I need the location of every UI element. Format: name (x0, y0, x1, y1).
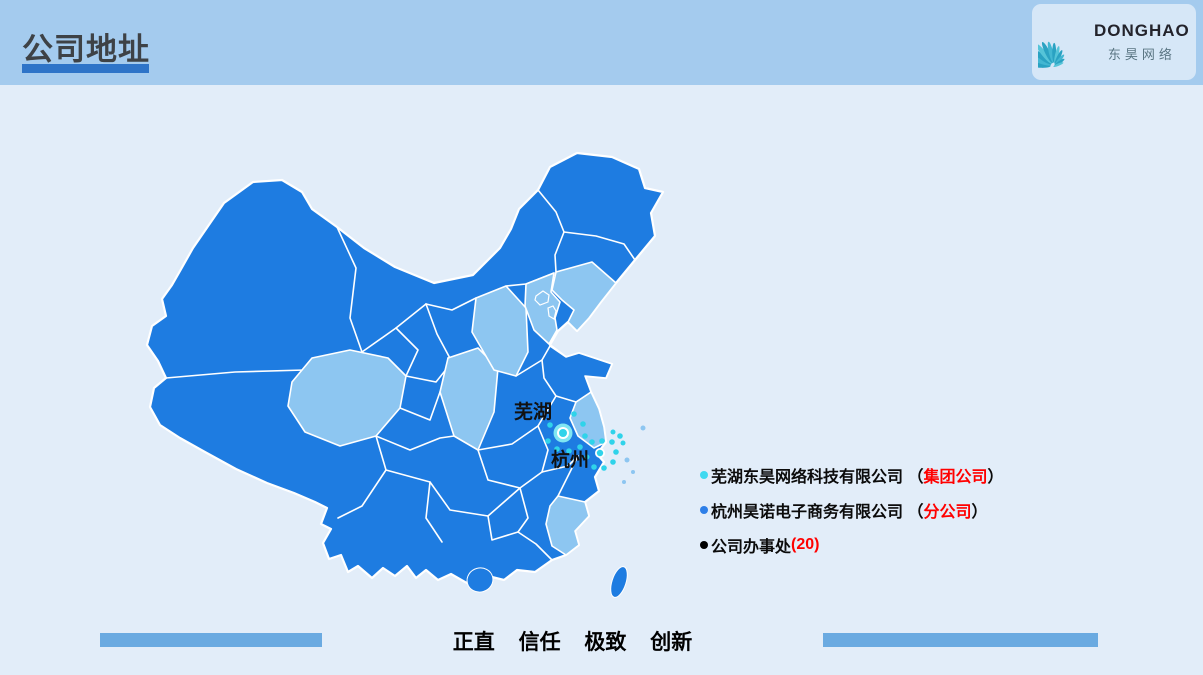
province-hebei (524, 272, 561, 345)
footer-bar-left (100, 633, 322, 647)
feather-fan-icon (1038, 41, 1065, 68)
legend-paren-close: ） (987, 468, 1004, 486)
province-qinghai (287, 349, 407, 447)
province-jiangsu (569, 391, 607, 449)
legend-offices-label: 公司办事处 (711, 538, 792, 556)
legend-item-branch-company: 杭州昊诺电子商务有限公司 （ 分公司 ） (700, 497, 1000, 522)
taiwan-island (610, 566, 628, 598)
logo-card: DONGHAO 东昊网络 (1032, 4, 1196, 80)
city-label-wuhu: 芜湖 (514, 400, 552, 423)
legend-highlight: 集团公司 (923, 468, 988, 486)
legend-company-name: 芜湖东昊网络科技有限公司 (711, 468, 908, 486)
hainan-island (466, 567, 494, 593)
beijing-outline (534, 290, 550, 306)
province-shandong (541, 345, 613, 403)
motto: 正直 信任 极致 创新 (322, 626, 823, 656)
motto-word: 信任 (518, 631, 561, 654)
legend-paren-open: （ (907, 503, 924, 521)
office-dots-hangzhou (584, 429, 626, 471)
title-underline (22, 64, 149, 73)
legend-offices-count: (20) (791, 535, 820, 553)
city-label-hangzhou: 杭州 (551, 448, 589, 471)
province-shanxi (471, 285, 529, 377)
logo-name-en: DONGHAO (1094, 21, 1190, 40)
legend-item-offices: 公司办事处 (20) (700, 532, 1000, 557)
legend: 芜湖东昊网络科技有限公司 （ 集团公司 ） 杭州昊诺电子商务有限公司 （ 分公司… (700, 462, 1004, 567)
motto-word: 极致 (584, 631, 627, 654)
province-fujian (545, 495, 590, 556)
province-liaoning (551, 261, 617, 332)
legend-bullet-black (700, 540, 708, 549)
legend-company-name: 杭州昊诺电子商务有限公司 (711, 503, 908, 521)
footer-bar-right (823, 633, 1098, 647)
legend-bullet-cyan (700, 470, 708, 479)
china-map: 芜湖 杭州 (145, 151, 665, 598)
city-marker-hangzhou (595, 448, 605, 458)
page-title: 公司地址 (22, 32, 150, 67)
office-dots-wuhu (545, 411, 588, 454)
municipality-outlines (534, 290, 557, 320)
city-marker-wuhu (553, 423, 573, 443)
tianjin-outline (547, 305, 557, 320)
header-bar: 公司地址 DONGHA (0, 0, 1203, 85)
legend-paren-close: ） (971, 503, 988, 521)
motto-word: 正直 (452, 631, 495, 654)
legend-highlight: 分公司 (923, 503, 972, 521)
logo-name-cn: 东昊网络 (1107, 47, 1176, 62)
legend-paren-open: （ (907, 468, 924, 486)
legend-bullet-blue (700, 505, 708, 514)
islands (466, 425, 646, 598)
province-shaanxi (439, 347, 499, 451)
light-provinces (287, 261, 617, 556)
motto-word: 创新 (650, 631, 693, 654)
legend-item-group-company: 芜湖东昊网络科技有限公司 （ 集团公司 ） (700, 462, 1004, 487)
logo-text-block: DONGHAO 东昊网络 (1094, 21, 1190, 63)
